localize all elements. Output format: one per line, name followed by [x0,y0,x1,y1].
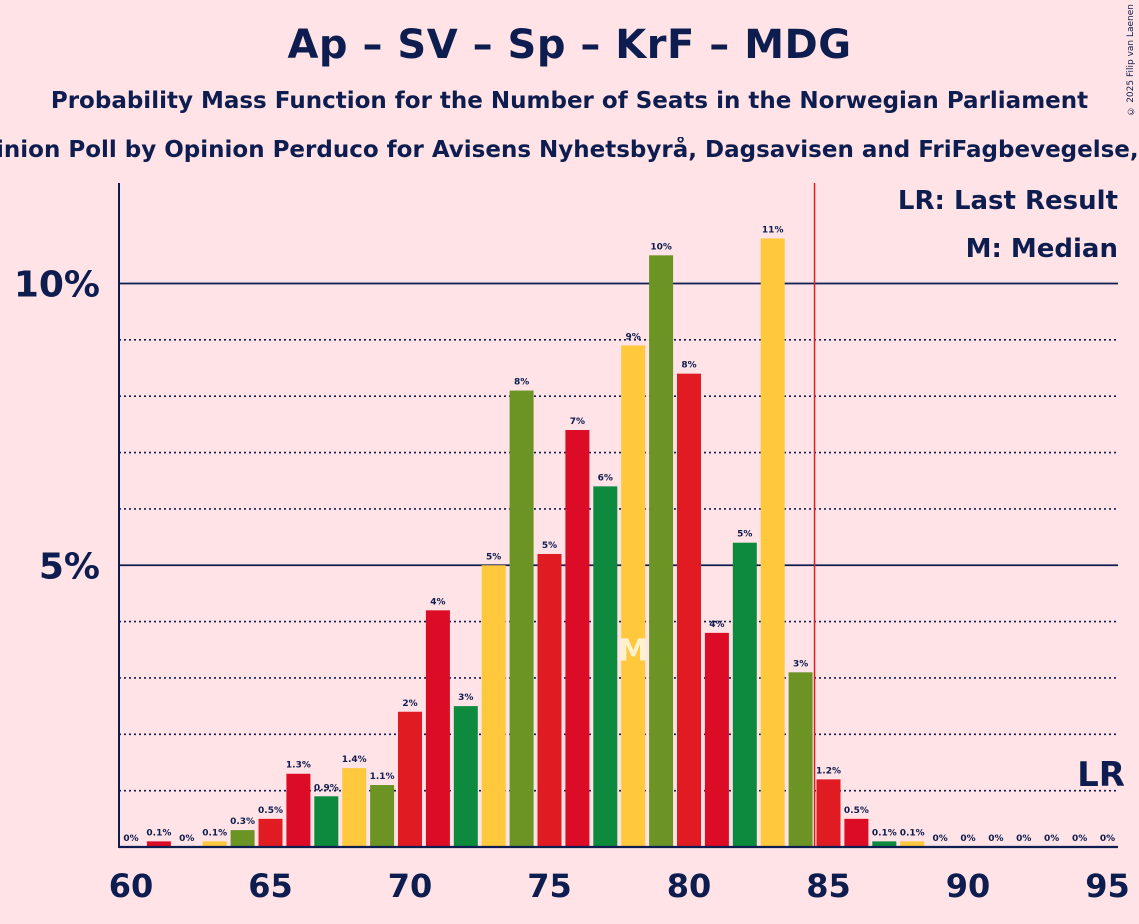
bar-seat-69 [370,785,395,847]
bar-value-label: 0% [988,834,1003,844]
bar-value-label: 8% [514,378,529,388]
legend-median: M: Median [966,234,1118,264]
bar-seat-71 [425,610,450,847]
bar-seat-73 [481,565,506,847]
bar-value-label: 0.5% [258,806,283,816]
bar-value-label: 0.1% [900,828,925,838]
bar-value-label: 3% [793,659,808,669]
bar-seat-75 [537,553,562,847]
y-tick-label: 10% [14,265,100,306]
bar-value-label: 2% [402,699,417,709]
bar-value-label: 0% [960,834,975,844]
y-tick-label: 5% [39,546,100,587]
bar-seat-81 [704,632,729,847]
bar-value-label: 10% [650,242,672,252]
bar-value-label: 0.3% [230,817,255,827]
bar-seat-67 [314,796,339,847]
bar-value-label: 4% [709,620,724,630]
bar-value-label: 0% [1044,834,1059,844]
bar-seat-88 [900,841,925,847]
bar-value-label: 8% [681,361,696,371]
bar-value-label: 0% [932,834,947,844]
bar-seat-80 [677,373,701,847]
x-tick-label: 75 [527,867,572,905]
x-tick-label: 85 [806,867,851,905]
bar-value-label: 11% [762,225,784,235]
bar-value-label: 0.1% [202,828,227,838]
bar-seat-86 [844,818,869,847]
bar-value-label: 1.3% [286,761,311,771]
bar-value-label: 1.2% [816,766,841,776]
bar-seat-85 [816,779,841,847]
bar-seat-77 [593,486,618,847]
median-marker: M [618,633,648,668]
bar-seat-84 [788,672,813,847]
x-tick-label: 60 [109,867,154,905]
bar-seat-70 [398,711,422,847]
bar-seat-79 [649,255,674,847]
bar-seat-64 [230,830,255,847]
bar-value-label: 6% [598,473,613,483]
bar-seat-74 [509,390,534,847]
x-tick-label: 95 [1085,867,1130,905]
axes: 5% 10% LR 60 65 70 75 80 85 90 95 [14,183,1130,905]
bar-value-label: 1.1% [370,772,395,782]
bar-labels: 0%0.1%0%0.1%0.3%0.5%1.3%0.9%1.4%1.1%2%4%… [123,225,1115,844]
bar-seat-78 [621,345,646,847]
bar-value-label: 0.9% [314,783,339,793]
bar-value-label: 0% [1100,834,1115,844]
bar-value-label: 5% [542,541,557,551]
chart-poll-description: Opinion Poll by Opinion Perduco for Avis… [0,137,1139,163]
chart-subtitle: Probability Mass Function for the Number… [50,88,1089,114]
bar-value-label: 0.1% [872,828,897,838]
chart-title: Ap – SV – Sp – KrF – MDG [287,22,852,68]
legend-last-result: LR: Last Result [898,186,1118,216]
bar-value-label: 7% [570,417,585,427]
last-result-marker: LR [1077,755,1125,795]
bar-value-label: 0% [1072,834,1087,844]
bar-seat-83 [760,238,785,848]
bar-seat-72 [453,706,478,847]
gridlines [119,282,1118,792]
bar-value-label: 3% [458,693,473,703]
bar-seat-66 [286,773,311,847]
bar-value-label: 0% [179,834,194,844]
bar-seat-61 [146,841,171,847]
bar-value-label: 0.1% [146,828,171,838]
bar-seat-76 [565,430,590,847]
bar-value-label: 5% [737,530,752,540]
bars [146,238,925,848]
bar-value-label: 0% [123,834,138,844]
bar-value-label: 0.5% [844,806,869,816]
x-tick-label: 70 [388,867,433,905]
bar-value-label: 1.4% [342,755,367,765]
bar-seat-82 [732,542,757,847]
bar-seat-68 [342,768,367,847]
bar-value-label: 9% [626,332,641,342]
bar-seat-65 [258,818,283,847]
x-tick-label: 65 [248,867,293,905]
bar-value-label: 4% [430,597,445,607]
bar-value-label: 0% [1016,834,1031,844]
bar-seat-87 [872,841,897,847]
bar-value-label: 5% [486,552,501,562]
x-tick-label: 80 [667,867,712,905]
x-tick-label: 90 [946,867,991,905]
bar-seat-63 [202,841,227,847]
